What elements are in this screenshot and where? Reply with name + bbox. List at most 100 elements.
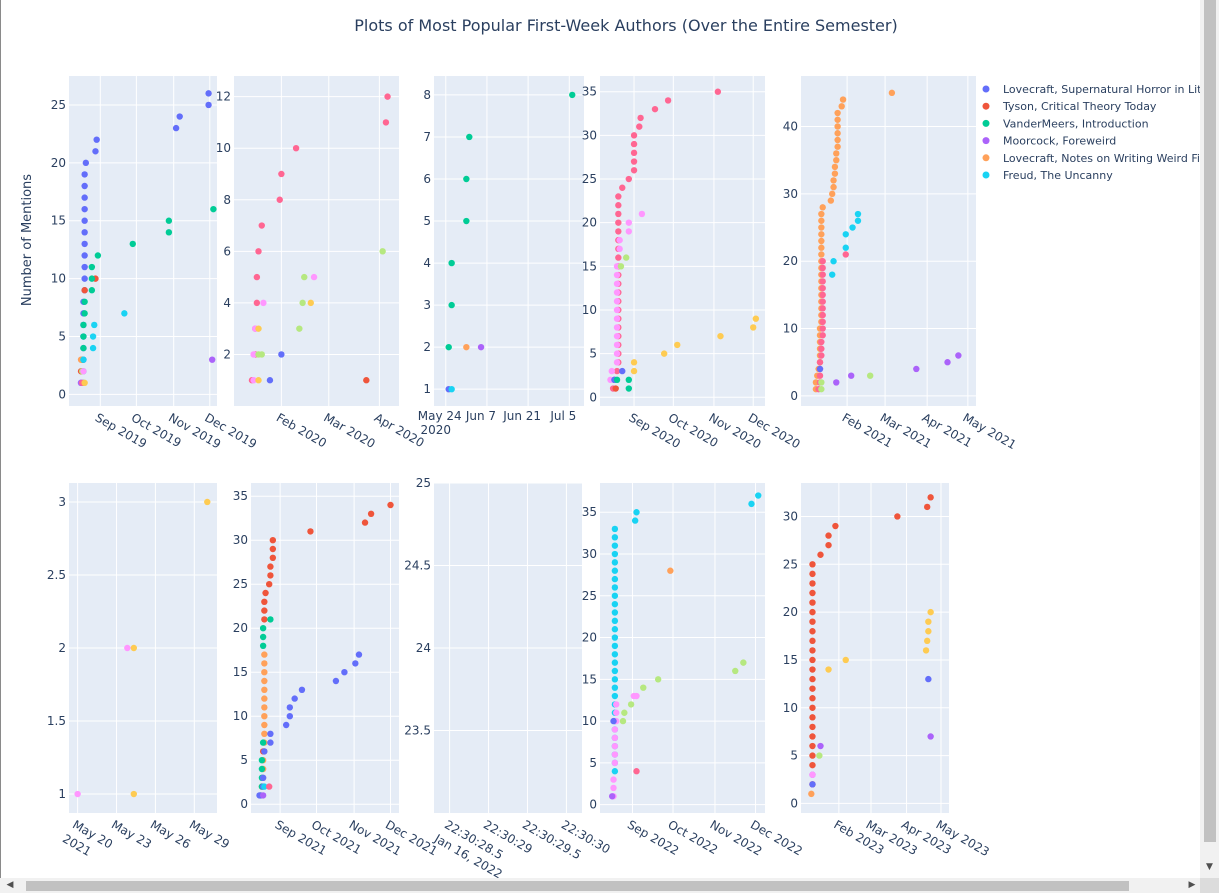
data-point[interactable] [611, 726, 619, 733]
data-point[interactable] [830, 258, 837, 265]
data-point[interactable] [664, 97, 672, 104]
data-point[interactable] [176, 113, 183, 120]
data-point[interactable] [612, 385, 619, 392]
data-point[interactable] [894, 513, 901, 520]
data-point[interactable] [818, 352, 825, 359]
data-point[interactable] [569, 91, 576, 99]
data-point[interactable] [630, 367, 638, 375]
data-point[interactable] [613, 271, 621, 279]
data-point[interactable] [809, 666, 816, 673]
data-point[interactable] [809, 742, 816, 750]
data-point[interactable] [819, 298, 826, 305]
data-point[interactable] [925, 675, 932, 683]
data-point[interactable] [269, 545, 277, 553]
data-point[interactable] [93, 136, 100, 143]
data-point[interactable] [833, 379, 840, 386]
data-point[interactable] [819, 311, 826, 319]
data-point[interactable] [630, 140, 638, 148]
data-point[interactable] [808, 790, 815, 798]
data-point[interactable] [866, 372, 874, 379]
data-point[interactable] [74, 790, 81, 798]
data-point[interactable] [627, 701, 635, 708]
data-point[interactable] [463, 217, 470, 225]
data-point[interactable] [809, 714, 816, 721]
data-point[interactable] [448, 301, 455, 309]
legend[interactable]: Lovecraft, Supernatural Horror in Lit Tys… [982, 83, 1201, 182]
legend-item[interactable]: VanderMeers, Introduction [982, 117, 1149, 130]
data-point[interactable] [625, 219, 633, 226]
data-point[interactable] [611, 768, 619, 775]
data-point[interactable] [809, 570, 816, 578]
data-point[interactable] [847, 372, 855, 379]
data-point[interactable] [809, 752, 816, 759]
data-point[interactable] [613, 280, 621, 287]
data-point[interactable] [384, 93, 391, 100]
data-point[interactable] [750, 324, 757, 331]
data-point[interactable] [261, 616, 268, 623]
data-point[interactable] [88, 275, 96, 282]
data-point[interactable] [261, 783, 268, 790]
data-point[interactable] [463, 343, 470, 351]
data-point[interactable] [255, 377, 262, 384]
data-point[interactable] [660, 350, 668, 357]
data-point[interactable] [630, 359, 638, 366]
data-point[interactable] [630, 167, 638, 174]
data-point[interactable] [261, 730, 268, 737]
data-point[interactable] [944, 359, 951, 366]
data-point[interactable] [752, 315, 760, 322]
data-point[interactable] [611, 542, 619, 549]
data-point[interactable] [261, 748, 268, 755]
data-point[interactable] [367, 510, 375, 517]
data-point[interactable] [611, 634, 619, 641]
legend-item[interactable]: Tyson, Critical Theory Today [982, 100, 1157, 113]
data-point[interactable] [809, 647, 816, 654]
data-point[interactable] [269, 554, 277, 561]
data-point[interactable] [927, 608, 934, 616]
data-point[interactable] [809, 589, 816, 597]
data-point[interactable] [258, 757, 266, 764]
data-point[interactable] [261, 695, 268, 702]
data-point[interactable] [819, 204, 826, 211]
data-point[interactable] [854, 210, 862, 218]
data-point[interactable] [250, 377, 257, 384]
data-point[interactable] [611, 617, 619, 625]
data-point[interactable] [842, 231, 849, 238]
data-point[interactable] [833, 156, 840, 164]
data-point[interactable] [927, 733, 934, 740]
data-point[interactable] [261, 686, 268, 693]
legend-item[interactable]: Moorcock, Foreweird [982, 135, 1117, 148]
data-point[interactable] [825, 666, 832, 673]
data-point[interactable] [613, 367, 621, 375]
data-point[interactable] [267, 616, 274, 623]
data-point[interactable] [81, 240, 88, 248]
data-point[interactable] [674, 341, 681, 349]
data-point[interactable] [925, 618, 932, 625]
data-point[interactable] [631, 517, 639, 524]
data-point[interactable] [172, 124, 180, 132]
data-point[interactable] [445, 343, 452, 351]
data-point[interactable] [834, 116, 841, 123]
data-point[interactable] [80, 344, 87, 352]
data-point[interactable] [355, 651, 363, 658]
data-point[interactable] [261, 713, 268, 720]
data-point[interactable] [611, 567, 619, 574]
data-point[interactable] [818, 224, 825, 231]
data-point[interactable] [809, 599, 816, 606]
data-point[interactable] [809, 580, 816, 587]
data-point[interactable] [267, 572, 274, 579]
legend-item[interactable]: Lovecraft, Supernatural Horror in Lit [982, 83, 1201, 96]
data-point[interactable] [613, 315, 621, 322]
data-point[interactable] [809, 723, 816, 731]
data-point[interactable] [615, 202, 622, 209]
data-point[interactable] [382, 119, 390, 126]
data-point[interactable] [818, 251, 825, 258]
data-point[interactable] [818, 210, 825, 218]
scroll-right-arrow-icon[interactable]: ▶ [1188, 880, 1196, 890]
scroll-left-arrow-icon[interactable]: ◀ [6, 880, 14, 890]
data-point[interactable] [615, 254, 622, 261]
data-point[interactable] [842, 251, 849, 258]
data-point[interactable] [310, 273, 318, 281]
data-point[interactable] [253, 299, 261, 307]
data-point[interactable] [636, 123, 643, 130]
data-point[interactable] [809, 608, 816, 616]
